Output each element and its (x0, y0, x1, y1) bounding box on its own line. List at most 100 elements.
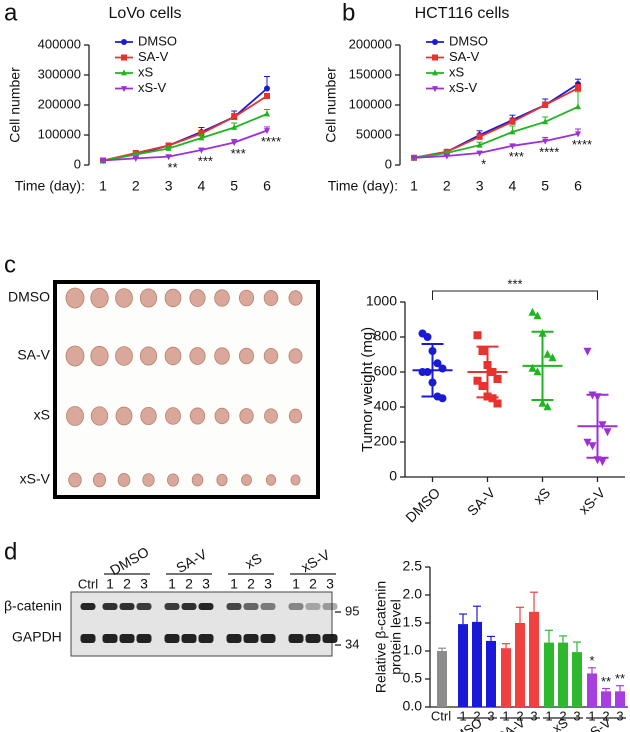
blot-band (136, 634, 152, 643)
blot-band (80, 634, 96, 643)
tumor (191, 473, 204, 487)
marker (583, 438, 592, 447)
y-tick-label: 150000 (349, 66, 392, 81)
marker (528, 363, 537, 372)
marker (100, 158, 106, 165)
marker (493, 375, 502, 383)
tumor (263, 289, 279, 306)
legend-label: xS-V (138, 80, 167, 95)
x-tick-label: 4 (198, 178, 206, 194)
tumor (165, 407, 181, 425)
bar (515, 623, 525, 707)
marker (473, 376, 482, 385)
tumor-photo (53, 280, 320, 499)
marker (598, 458, 607, 467)
x-tick-label: DMSO (402, 484, 443, 525)
x-tick-label: 6 (574, 178, 582, 194)
tumor (189, 407, 206, 425)
significance-label: ** (615, 671, 625, 686)
blot-band (119, 603, 135, 610)
marker (543, 402, 552, 411)
lane-label: 3 (140, 576, 148, 592)
y-tick-label: 200000 (38, 96, 81, 111)
marker (432, 69, 438, 76)
y-tick-label: 2.0 (403, 586, 423, 602)
marker (543, 349, 552, 358)
group-label: DMSO (107, 543, 151, 578)
tumor (65, 287, 85, 309)
y-tick-label: 100000 (38, 126, 81, 141)
x-axis-title: Time (day): (328, 178, 398, 194)
marker (411, 155, 417, 162)
tumor (239, 408, 254, 424)
x-tick-label: 1 (502, 708, 509, 723)
marker (264, 85, 270, 92)
x-tick-label: Ctrl (431, 708, 451, 723)
significance-label: **** (572, 137, 592, 152)
x-tick-label: 2 (516, 708, 523, 723)
series-line (102, 113, 268, 162)
marker (476, 141, 483, 148)
x-tick-label: 1 (545, 708, 552, 723)
tumor (214, 407, 230, 425)
marker (432, 39, 438, 45)
tumor (68, 472, 82, 488)
y-tick-label: 0.5 (403, 670, 423, 686)
marker (423, 333, 432, 341)
marker (231, 114, 238, 120)
marker (575, 103, 581, 110)
mw-marker: 34 (345, 636, 359, 651)
mw-marker: 95 (345, 603, 359, 618)
lane-label: 2 (185, 576, 193, 592)
marker (264, 128, 270, 135)
x-tick-label: xS (530, 484, 553, 507)
legend-label: xS-V (449, 80, 478, 95)
tumor (288, 408, 303, 424)
x-tick-label: 3 (165, 178, 173, 194)
x-tick-label: 3 (573, 708, 580, 723)
marker (443, 153, 450, 160)
significance-label: ** (601, 674, 611, 689)
x-tick-label: 1 (410, 178, 418, 194)
blot-band (181, 634, 197, 643)
marker (198, 130, 205, 137)
significance-bracket (432, 290, 598, 300)
x-tick-label: 3 (616, 708, 623, 723)
lane-label: 3 (202, 576, 210, 592)
marker (476, 133, 483, 140)
control-lane-label: Ctrl (78, 576, 98, 591)
blot-band (80, 603, 96, 610)
y-tick-label: 2.5 (403, 558, 423, 574)
lane-label: 3 (264, 576, 272, 592)
chart-title: HCT116 cells (415, 5, 510, 22)
tumor (164, 346, 182, 366)
blot-band (305, 603, 321, 610)
lane-label: 1 (168, 576, 176, 592)
legend-label: xS (449, 64, 465, 79)
x-tick-label: 4 (509, 178, 517, 194)
blot-band (305, 634, 321, 643)
chart-title: LoVo cells (109, 5, 182, 22)
blot-band (226, 603, 242, 610)
marker (478, 347, 487, 355)
row-label: xS-V (20, 471, 51, 487)
tumor (139, 288, 158, 308)
tumor (288, 290, 303, 306)
series-line (102, 95, 268, 162)
x-tick-label: 2 (443, 178, 451, 194)
tumor (241, 474, 252, 486)
significance-label: **** (539, 144, 559, 159)
series-line (413, 105, 579, 159)
marker (548, 353, 557, 362)
marker (583, 347, 592, 356)
significance-label: ** (168, 160, 178, 175)
marker (575, 85, 581, 92)
x-tick-label: 1 (99, 178, 107, 194)
y-tick-label: 0.0 (403, 698, 423, 714)
bar (486, 640, 496, 707)
x-tick-label: 1 (588, 708, 595, 723)
marker (198, 147, 205, 154)
marker (575, 131, 581, 138)
y-tick-label: 1000 (366, 293, 397, 309)
